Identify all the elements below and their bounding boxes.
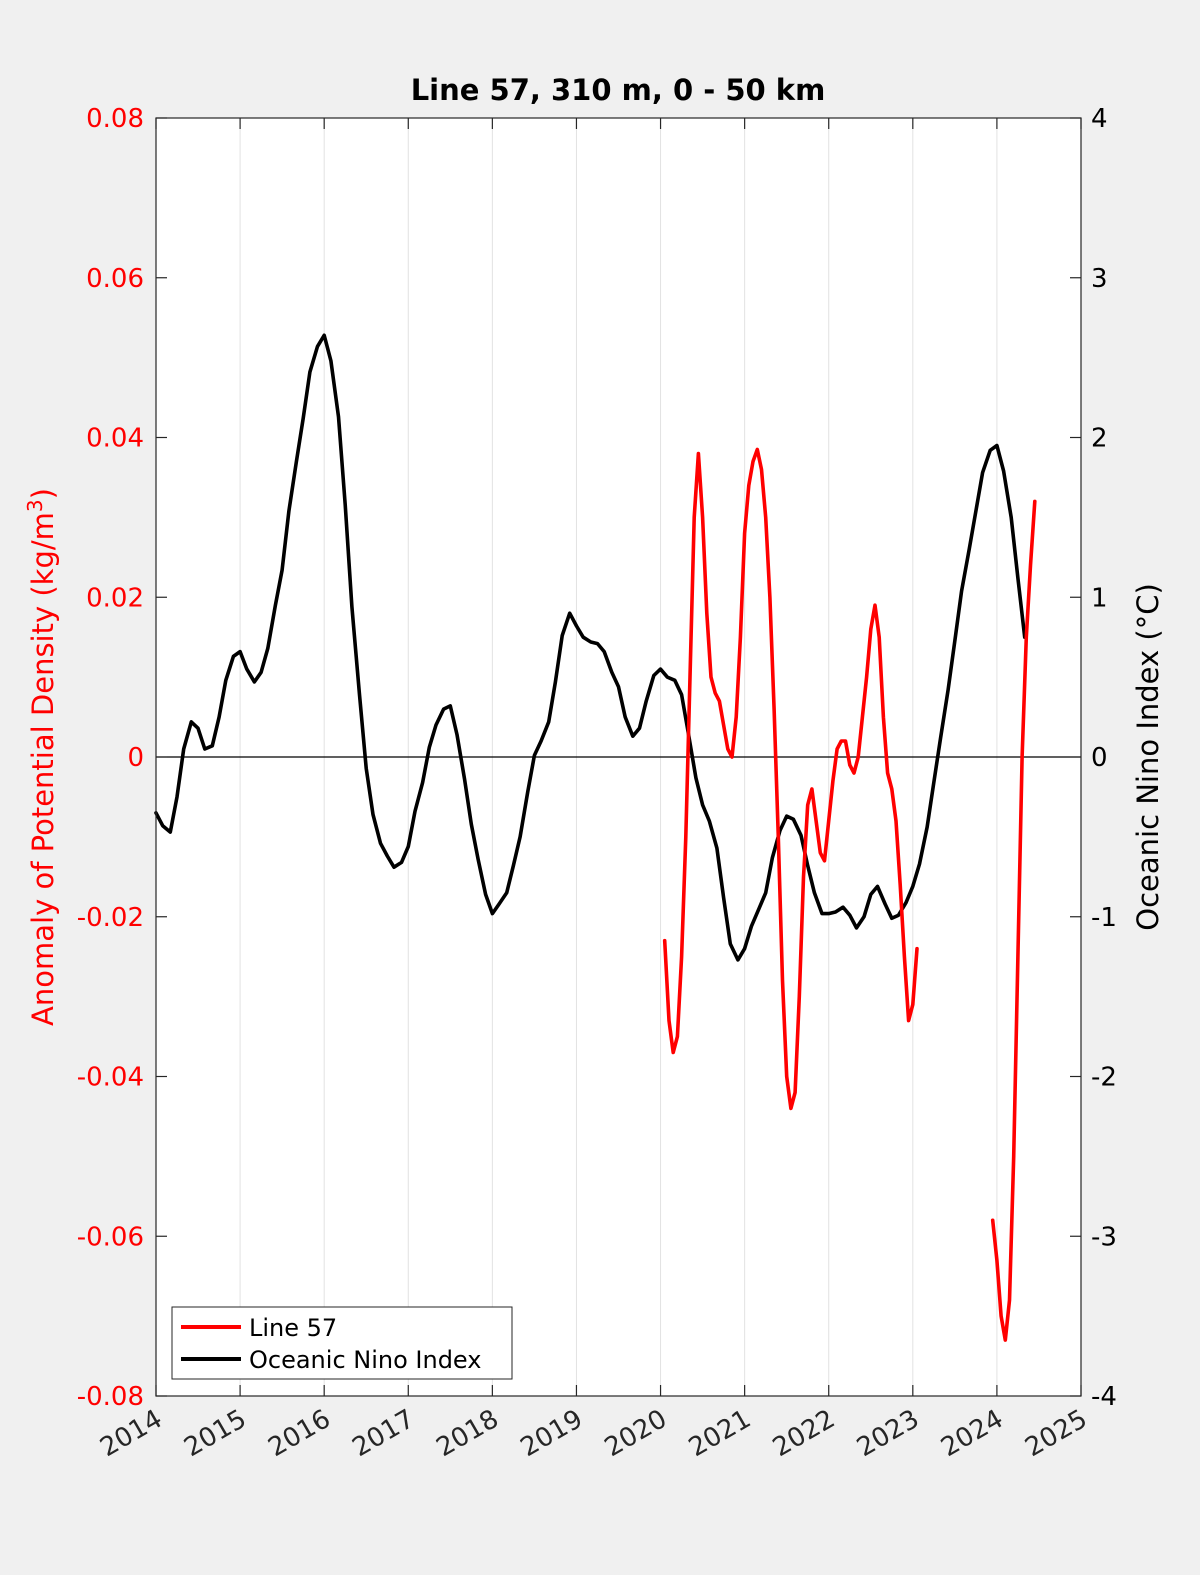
y-right-tick-label: 3 <box>1091 264 1108 294</box>
x-tick-label: 2023 <box>852 1404 924 1463</box>
y-left-tick-label: 0.06 <box>86 264 144 294</box>
y-left-tick-label: -0.04 <box>77 1063 144 1093</box>
axis-ticks <box>155 117 1082 1397</box>
y-right-tick-label: 4 <box>1091 104 1108 134</box>
y-right-tick-label: 1 <box>1091 583 1108 613</box>
x-tick-label: 2020 <box>600 1404 672 1463</box>
y-left-tick-label: 0.02 <box>86 583 144 613</box>
legend: Line 57 Oceanic Nino Index <box>171 1306 513 1380</box>
y-right-axis-label: Oceanic Nino Index (°C) <box>1131 583 1165 931</box>
x-tick-labels: 2014 2015 2016 2017 2018 2019 2020 2021 2022 2023… <box>95 1404 1092 1463</box>
y-left-tick-label: -0.06 <box>77 1222 144 1252</box>
series-line-57 <box>662 447 1037 1342</box>
x-tick-label: 2017 <box>347 1404 419 1463</box>
x-tick-label: 2025 <box>1020 1404 1092 1463</box>
y-right-tick-label: -3 <box>1091 1222 1117 1252</box>
x-tick-label: 2022 <box>768 1404 840 1463</box>
x-tick-label: 2018 <box>432 1404 504 1463</box>
y-right-tick-label: 0 <box>1091 743 1108 773</box>
x-tick-label: 2019 <box>516 1404 588 1463</box>
y-left-tick-label: 0.04 <box>86 424 144 454</box>
legend-box <box>171 1306 513 1380</box>
x-tick-label: 2021 <box>684 1404 756 1463</box>
series-line-segment <box>154 333 1027 962</box>
y-left-axis-label-superscript: 3 <box>23 499 47 512</box>
y-left-tick-labels: -0.08 -0.06 -0.04 -0.02 0 0.02 0.04 0.06 0.08 <box>77 104 144 1412</box>
y-right-tick-label: -2 <box>1091 1063 1117 1093</box>
chart-title: Line 57, 310 m, 0 - 50 km <box>411 73 826 107</box>
legend-label-oni: Oceanic Nino Index <box>249 1346 481 1374</box>
y-right-tick-label: -4 <box>1091 1382 1117 1412</box>
y-left-tick-label: -0.02 <box>77 903 144 933</box>
y-left-tick-label: 0.08 <box>86 104 144 134</box>
y-left-axis-label-text: Anomaly of Potential Density (kg/m <box>26 512 60 1026</box>
legend-label-line-57: Line 57 <box>249 1314 337 1342</box>
series-line-segment <box>662 447 919 1111</box>
x-tick-label: 2024 <box>936 1404 1008 1463</box>
y-left-tick-label: -0.08 <box>77 1382 144 1412</box>
series-oni <box>154 333 1027 962</box>
y-left-tick-label: 0 <box>127 743 144 773</box>
x-tick-label: 2014 <box>95 1404 167 1463</box>
y-right-tick-labels: -4 -3 -2 -1 0 1 2 3 4 <box>1091 104 1117 1412</box>
y-left-axis-label-close: ) <box>26 488 60 499</box>
y-right-tick-label: -1 <box>1091 903 1117 933</box>
y-left-axis-label: Anomaly of Potential Density (kg/m3) <box>23 488 60 1026</box>
series-layer <box>154 333 1037 1342</box>
x-tick-label: 2015 <box>179 1404 251 1463</box>
y-right-tick-label: 2 <box>1091 424 1108 454</box>
series-line-segment <box>990 499 1037 1342</box>
x-tick-label: 2016 <box>263 1404 335 1463</box>
